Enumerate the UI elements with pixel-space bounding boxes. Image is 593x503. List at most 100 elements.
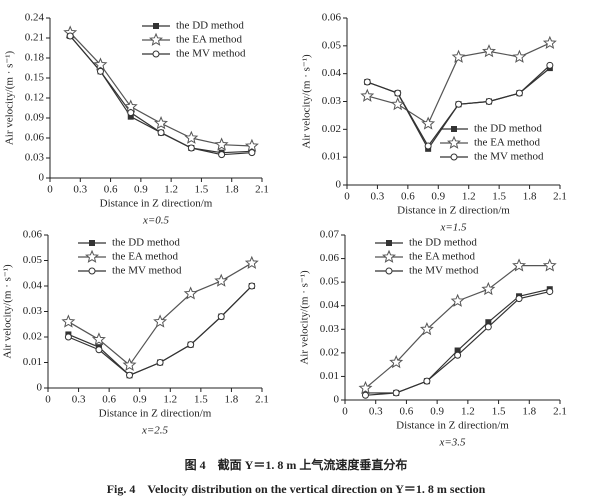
marker-circle [455,100,463,108]
x-tick-label: 2.1 [553,191,567,203]
marker-circle [485,98,493,105]
marker-circle [515,89,523,97]
marker-star [482,44,496,58]
x-tick-label: 1.2 [461,406,475,418]
x-tick-label: 0.6 [401,191,415,203]
marker-circle [248,149,256,157]
marker-square [454,347,461,354]
y-tick-label: 0.03 [25,152,45,164]
x-tick-label: 1.5 [195,184,209,196]
y-tick-label: 0.04 [322,67,342,79]
y-tick-label: 0.03 [322,95,342,107]
marker-square [451,126,457,132]
marker-star [214,273,229,287]
marker-star [390,96,405,111]
subtitle: x=3.5 [438,437,466,449]
marker-star [451,49,466,63]
y-tick-label: 0.18 [25,52,45,64]
legend-label: the DD method [112,237,180,249]
y-tick-label: 0.21 [25,32,44,44]
marker-star [542,258,557,272]
x-tick-label: 1.5 [492,406,506,418]
marker-circle [66,32,74,40]
marker-circle [424,142,432,150]
marker-star [421,116,436,130]
x-tick-label: 0.9 [431,191,445,203]
marker-star [360,88,375,102]
legend-label: the EA method [176,34,242,46]
x-tick-label: 1.8 [522,406,536,418]
marker-circle [187,144,195,152]
y-tick-label: 0.03 [320,323,340,335]
marker-square [485,319,492,326]
caption-chinese: 图 4 截面 Y＝1. 8 m 上气流速度垂直分布 [185,457,408,472]
marker-circle [423,377,431,385]
marker-circle [515,295,523,303]
x-axis-label: Distance in Z direction/m [100,198,213,210]
x-tick-label: 0.9 [430,406,444,418]
marker-circle [156,359,164,366]
y-axis-label: Air velocity/(m · s⁻¹) [299,270,311,365]
marker-circle [88,267,96,275]
marker-star [244,138,259,152]
x-tick-label: 1.2 [163,394,177,406]
marker-circle [546,288,554,296]
marker-circle [187,341,195,349]
x-tick-label: 0.3 [369,406,383,418]
marker-star [244,255,259,269]
legend-label: the MV method [474,151,544,163]
marker-square [153,23,159,29]
y-tick-label: 0.06 [25,132,45,144]
marker-star [214,137,229,151]
y-tick-label: 0.06 [322,12,342,24]
y-tick-label: 0 [39,172,45,184]
legend-label: the DD method [176,20,244,32]
y-tick-label: 0 [334,394,340,406]
marker-circle [218,151,226,159]
legend-label: the EA method [112,251,178,263]
y-tick-label: 0.02 [320,346,339,358]
marker-star [389,354,404,369]
legend-label: the DD method [474,123,542,135]
marker-star [512,258,526,272]
marker-circle [484,323,492,331]
legend-label: the MV method [112,265,182,277]
x-tick-label: 0.9 [134,184,148,196]
y-tick-label: 0.07 [320,229,340,241]
marker-circle [392,389,400,397]
marker-circle [363,78,371,86]
x-tick-label: 0.6 [104,184,118,196]
marker-circle [126,371,134,379]
x-axis-label: Distance in Z direction/m [396,420,509,432]
marker-circle [248,282,256,290]
x-tick-label: 1.2 [164,184,178,196]
marker-star [154,116,168,130]
marker-star [542,35,557,49]
x-tick-label: 1.2 [462,191,476,203]
x-tick-label: 2.1 [553,406,567,418]
x-tick-label: 0.6 [400,406,414,418]
x-tick-label: 0.3 [371,191,385,203]
x-tick-label: 0.3 [73,184,87,196]
marker-star [358,380,373,395]
marker-star [183,286,198,300]
caption-english: Fig. 4 Velocity distribution on the vert… [107,482,486,496]
y-tick-label: 0.15 [25,72,45,84]
marker-circle [454,351,462,359]
x-tick-label: 0.3 [72,394,86,406]
marker-circle [157,129,165,137]
x-tick-label: 1.8 [225,184,239,196]
legend-label: the MV method [176,48,246,60]
marker-star [149,32,163,46]
marker-star [450,293,465,307]
y-tick-label: 0.24 [25,12,45,24]
marker-star [122,357,137,371]
y-tick-label: 0.05 [320,276,340,288]
marker-star [153,314,168,328]
y-tick-label: 0.01 [320,370,339,382]
legend-label: the DD method [409,237,477,249]
legend-label: the EA method [474,137,540,149]
x-axis-label: Distance in Z direction/m [99,408,212,420]
marker-circle [64,333,72,341]
